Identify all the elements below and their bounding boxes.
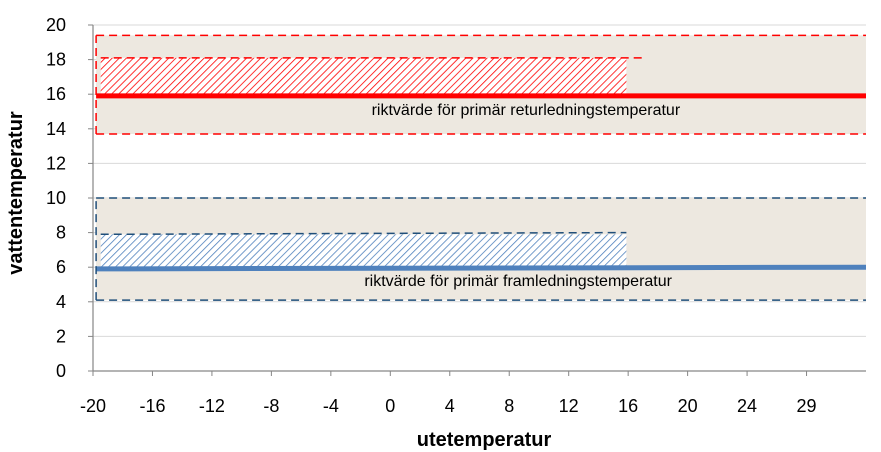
x-tick-label: -4 <box>323 396 339 416</box>
annotations: riktvärde för primär returledningstemper… <box>364 102 681 290</box>
y-tick-label: 4 <box>56 292 66 312</box>
return-annotation: riktvärde för primär returledningstemper… <box>372 102 681 119</box>
x-tick-label: 0 <box>385 396 395 416</box>
x-tick-label: 12 <box>559 396 579 416</box>
supply-annotation: riktvärde för primär framledningstempera… <box>364 273 672 290</box>
hatched-areas <box>100 57 627 268</box>
y-tick-label: 14 <box>46 119 66 139</box>
y-tick-labels: 0 2 4 6 8 10 12 14 16 18 20 <box>46 15 66 381</box>
x-tick-label: 8 <box>504 396 514 416</box>
x-tick-label: 16 <box>618 396 638 416</box>
x-tick-label: 20 <box>678 396 698 416</box>
x-axis-title: utetemperatur <box>417 429 552 451</box>
y-tick-label: 12 <box>46 153 66 173</box>
series-line-2 <box>96 264 867 272</box>
x-tick-labels: -20 -16 -12 -8 -4 0 4 8 12 16 20 24 29 <box>80 396 817 416</box>
x-tick-label: 29 <box>797 396 817 416</box>
x-tick-label: -20 <box>80 396 106 416</box>
y-axis-title: vattentemperatur <box>5 111 27 275</box>
series-line-9 <box>100 231 627 236</box>
x-tick-label: -8 <box>263 396 279 416</box>
y-tick-label: 10 <box>46 188 66 208</box>
y-tick-label: 16 <box>46 84 66 104</box>
x-tick-label: 4 <box>445 396 455 416</box>
axes <box>88 24 866 376</box>
y-tick-label: 8 <box>56 223 66 243</box>
series-lines <box>95 34 867 301</box>
y-tick-label: 0 <box>56 361 66 381</box>
y-tick-label: 6 <box>56 257 66 277</box>
x-tick-label: -12 <box>199 396 225 416</box>
x-tick-label: 24 <box>737 396 757 416</box>
supply-hatch <box>100 234 627 268</box>
y-tick-label: 20 <box>46 15 66 35</box>
x-tick-label: -16 <box>139 396 165 416</box>
y-tick-label: 18 <box>46 50 66 70</box>
y-tick-label: 2 <box>56 326 66 346</box>
return-hatch <box>100 57 627 96</box>
